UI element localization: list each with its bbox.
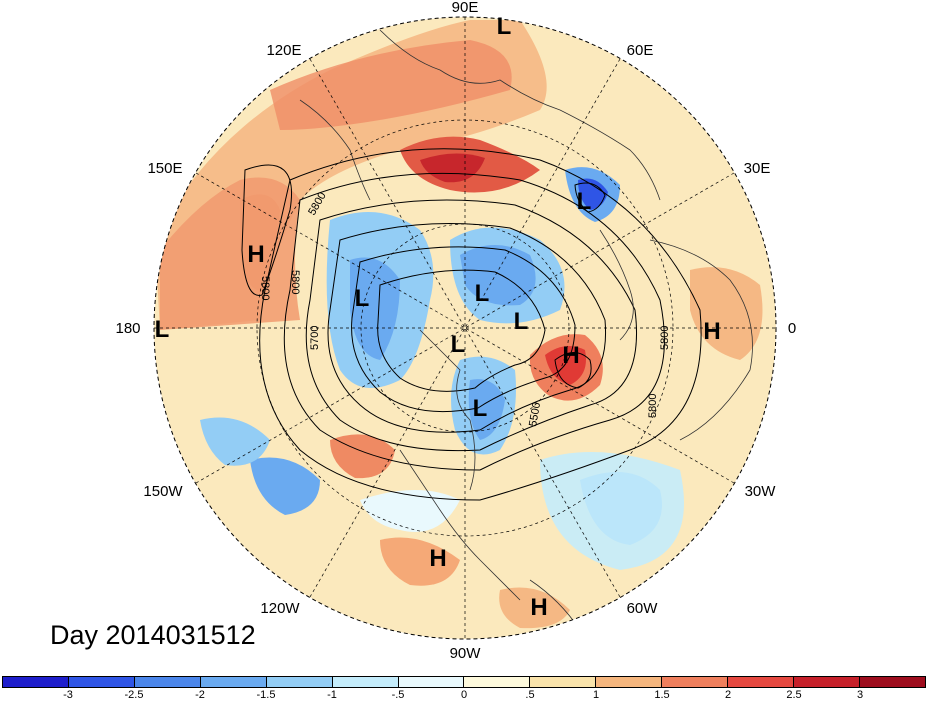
lon-label-120w: 120W: [260, 600, 300, 617]
lon-label-60e: 60E: [627, 42, 654, 59]
lon-label-150e: 150E: [147, 160, 182, 177]
colorbar-tick-label: -3: [63, 689, 73, 701]
low-pressure-marker: L: [473, 395, 488, 422]
lon-label-150w: 150W: [143, 483, 183, 500]
colorbar-tick-label: -1.5: [256, 689, 276, 701]
colorbar-tick-label: 2: [724, 689, 732, 701]
graticule: [154, 17, 776, 639]
low-pressure-marker: L: [155, 316, 170, 343]
longitude-labels: 90E 60E 30E 0 30W 60W 90W 120W 150W 180 …: [115, 0, 796, 662]
colorbar-tick-label: 2.5: [786, 689, 802, 701]
high-pressure-marker: H: [530, 594, 547, 621]
colorbar-cell: [134, 677, 201, 687]
lon-label-90e: 90E: [452, 0, 479, 16]
low-pressure-marker: L: [475, 280, 490, 307]
low-pressure-marker: L: [355, 285, 370, 312]
colorbar-cell: [662, 677, 729, 687]
contour-label: 5700: [309, 326, 321, 350]
date-label: Day 2014031512: [50, 620, 256, 650]
height-contours: [241, 148, 702, 501]
colorbar-cell: [3, 677, 69, 687]
low-pressure-marker: L: [577, 188, 592, 215]
high-pressure-marker: H: [429, 545, 446, 572]
lon-label-60w: 60W: [627, 600, 659, 617]
colorbar-cell: [728, 677, 795, 687]
colorbar-cell: [266, 677, 333, 687]
lon-label-0: 0: [788, 320, 796, 337]
colorbar-cell: [596, 677, 663, 687]
lon-label-30w: 30W: [745, 483, 777, 500]
colorbar-cell: [530, 677, 597, 687]
colorbar-cell: [332, 677, 399, 687]
lon-label-30e: 30E: [744, 160, 771, 177]
colorbar-tick-label: -.5: [391, 689, 405, 701]
colorbar-cell: [398, 677, 465, 687]
colorbar-tick-label: -1: [327, 689, 337, 701]
pressure-centers: L L H L L L L H H L L H H: [155, 13, 721, 621]
colorbar-cell: [859, 677, 925, 687]
colorbar-cell: [68, 677, 135, 687]
map-boundary: [153, 16, 777, 640]
lon-label-90w: 90W: [450, 645, 482, 662]
high-pressure-marker: H: [247, 241, 264, 268]
color-legend-labels: -3 -2.5 -2 -1.5 -1 -.5 0 .5 1 1.5 2 2.5 3: [0, 689, 928, 703]
colorbar-cell: [200, 677, 267, 687]
contour-label: 5500: [527, 401, 543, 427]
low-pressure-marker: L: [514, 308, 529, 335]
colorbar-cell: [794, 677, 860, 687]
contour-label: 5800: [259, 276, 271, 300]
colorbar-tick-label: 1.5: [654, 689, 670, 701]
lon-label-120e: 120E: [266, 42, 301, 59]
colorbar-cell: [464, 677, 531, 687]
colorbar-tick-label: .5: [525, 689, 535, 701]
colorbar-tick-label: 3: [856, 689, 864, 701]
colorbar-tick-label: 0: [460, 689, 468, 701]
contour-label: 5800: [289, 270, 301, 294]
coastlines: [299, 29, 753, 631]
contour-label: 5800: [647, 394, 659, 418]
contour-label: 5800: [659, 326, 671, 350]
high-pressure-marker: H: [562, 342, 579, 369]
low-pressure-marker: L: [497, 13, 512, 40]
lon-label-180: 180: [115, 320, 140, 337]
colorbar-tick-label: -2.5: [124, 689, 144, 701]
color-legend-bar: [2, 676, 926, 688]
low-pressure-marker: L: [451, 331, 466, 358]
colorbar-tick-label: 1: [592, 689, 600, 701]
high-pressure-marker: H: [703, 318, 720, 345]
colorbar-tick-label: -2: [195, 689, 205, 701]
